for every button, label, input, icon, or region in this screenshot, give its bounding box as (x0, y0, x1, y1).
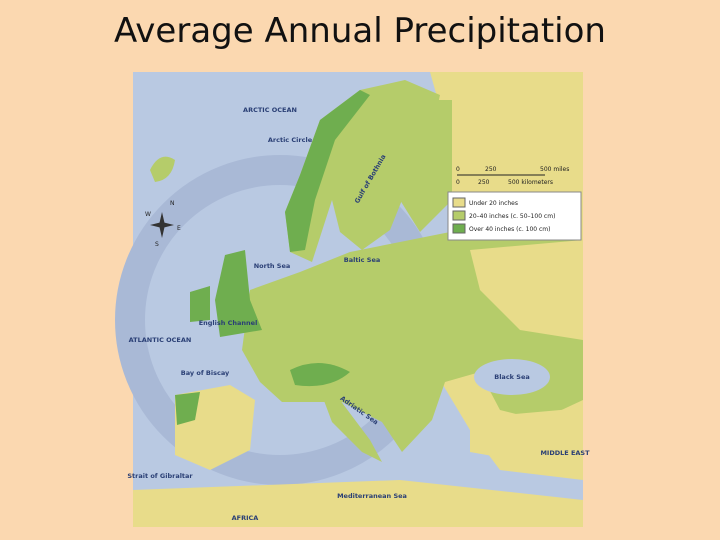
map-label: Bay of Biscay (181, 369, 230, 377)
legend-swatch (452, 210, 466, 221)
scale-label: 250 (478, 179, 490, 186)
map-label: ARCTIC OCEAN (243, 106, 297, 114)
legend: Under 20 inches 20–40 inches (c. 50–100 c… (447, 191, 582, 241)
iceland (150, 156, 175, 182)
slide-title: Average Annual Precipitation (114, 11, 606, 51)
map-label: MIDDLE EAST (540, 449, 590, 457)
galicia (175, 392, 200, 425)
map-label: Baltic Sea (344, 256, 381, 264)
finland (400, 100, 452, 232)
scale-bar: 0 250 500 miles 0 250 500 kilometers (456, 166, 569, 186)
scale-label: 500 kilometers (508, 179, 553, 186)
compass-label: S (155, 241, 159, 248)
legend-label: Over 40 inches (c. 100 cm) (469, 226, 550, 233)
map-label: North Sea (254, 262, 291, 270)
legend-label: Under 20 inches (469, 200, 518, 207)
map-label: English Channel (199, 319, 258, 327)
alps (290, 362, 350, 387)
ireland (190, 286, 210, 322)
map-label: AFRICA (232, 514, 259, 522)
italy (320, 390, 382, 462)
scale-label: 0 (456, 179, 460, 186)
scale-label: 500 miles (540, 166, 569, 173)
map-label: Strait of Gibraltar (127, 472, 193, 480)
africa (133, 480, 583, 527)
map: ARCTIC OCEAN Arctic Circle Gulf of Bothn… (115, 72, 590, 527)
legend-swatch (452, 197, 466, 208)
steppe (470, 240, 583, 340)
norway-coast (285, 90, 370, 252)
scale-label: 0 (456, 166, 460, 173)
map-label: Arctic Circle (268, 136, 313, 144)
map-label: ATLANTIC OCEAN (129, 336, 192, 344)
compass-rose (150, 212, 174, 238)
compass-label: E (177, 225, 181, 232)
legend-label: 20–40 inches (c. 50–100 cm) (469, 213, 555, 220)
map-label: Mediterranean Sea (337, 492, 407, 500)
britain (215, 250, 262, 337)
legend-swatch (452, 223, 466, 234)
scale-label: 250 (485, 166, 497, 173)
compass: N W E S (145, 200, 181, 248)
map-label: Black Sea (494, 373, 529, 381)
compass-label: N (170, 200, 175, 207)
black-sea (474, 359, 550, 395)
legend-box (447, 191, 582, 241)
compass-label: W (145, 211, 151, 218)
turkey (470, 408, 583, 472)
